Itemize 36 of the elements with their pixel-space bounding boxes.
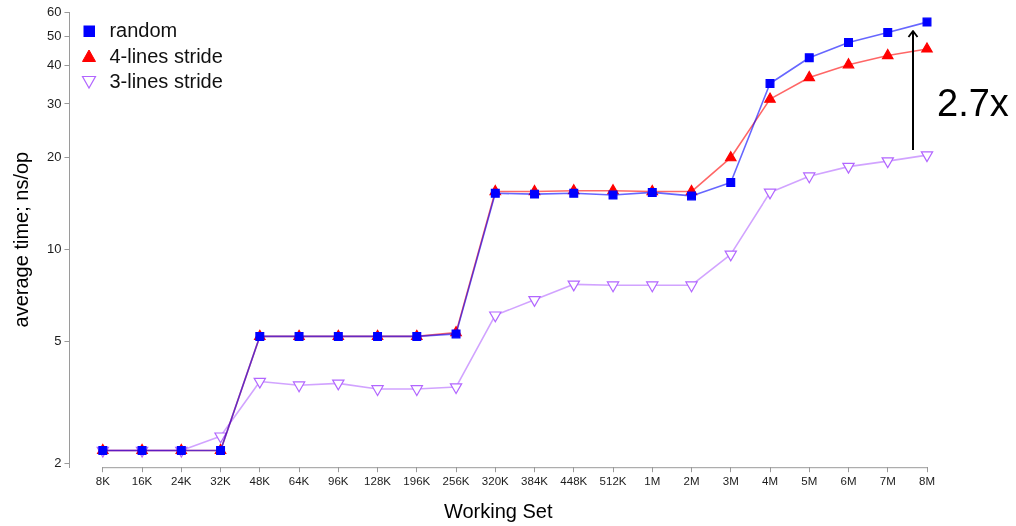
x-tick-label: 16K xyxy=(131,475,153,488)
x-tick-label: 196K xyxy=(403,475,431,488)
y-tick-label: 50 xyxy=(46,27,62,43)
x-tick-label: 4M xyxy=(762,475,779,488)
y-axis-title: average time; ns/op xyxy=(9,151,32,328)
x-tick-label: 256K xyxy=(442,475,470,488)
x-tick-label: 32K xyxy=(210,475,232,488)
y-tick-label: 30 xyxy=(46,95,62,111)
y-tick-label: 10 xyxy=(46,241,62,257)
x-tick-label: 6M xyxy=(840,475,857,488)
legend-label: 4-lines stride xyxy=(109,44,223,68)
x-axis-title: Working Set xyxy=(443,499,553,522)
x-tick-label: 24K xyxy=(171,475,192,488)
x-tick-label: 96K xyxy=(328,475,349,488)
x-tick-label: 2M xyxy=(683,475,700,488)
x-tick-label: 7M xyxy=(879,475,896,488)
x-tick-label: 512K xyxy=(599,475,627,488)
y-tick-label: 60 xyxy=(46,3,62,19)
x-tick-label: 448K xyxy=(560,475,588,488)
y-tick-label: 2 xyxy=(54,454,62,470)
x-tick-label: 320K xyxy=(481,475,510,488)
y-tick-label: 5 xyxy=(54,333,62,349)
y-tick-label: 40 xyxy=(46,57,62,73)
x-tick-label: 64K xyxy=(288,475,310,488)
x-tick-label: 3M xyxy=(722,475,739,488)
legend-label: random xyxy=(109,19,178,43)
x-tick-label: 1M xyxy=(644,475,661,488)
x-tick-label: 384K xyxy=(521,475,549,488)
x-tick-label: 5M xyxy=(801,475,818,488)
legend-label: 3-lines stride xyxy=(109,70,223,94)
text: 2.7x xyxy=(937,81,1009,124)
y-tick-label: 20 xyxy=(46,149,62,165)
x-tick-label: 128K xyxy=(364,475,392,488)
x-tick-label: 48K xyxy=(249,475,271,488)
x-tick-label: 8K xyxy=(95,475,111,488)
x-tick-label: 8M xyxy=(919,475,935,488)
